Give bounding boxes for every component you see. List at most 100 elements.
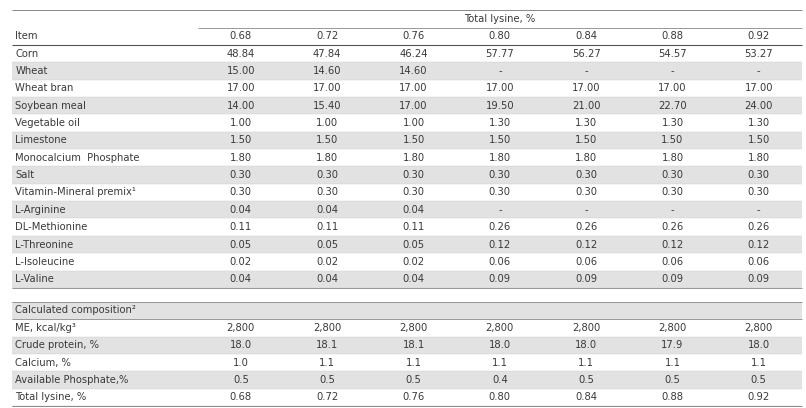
Text: Item: Item	[15, 31, 38, 41]
Text: 0.30: 0.30	[748, 187, 770, 197]
Text: 1.50: 1.50	[575, 135, 597, 145]
Text: 19.50: 19.50	[485, 101, 514, 111]
Text: L-Isoleucine: L-Isoleucine	[15, 257, 75, 267]
Text: 0.92: 0.92	[748, 392, 770, 402]
Text: 17.00: 17.00	[659, 83, 687, 93]
Text: -: -	[498, 205, 501, 215]
Bar	[12, 302, 802, 319]
Text: 24.00: 24.00	[745, 101, 773, 111]
Bar	[12, 319, 802, 337]
Text: 0.04: 0.04	[316, 205, 339, 215]
Text: Available Phosphate,%: Available Phosphate,%	[15, 375, 129, 385]
Text: 0.30: 0.30	[489, 187, 511, 197]
Text: 0.30: 0.30	[575, 170, 597, 180]
Text: 0.06: 0.06	[488, 257, 511, 267]
Text: 0.09: 0.09	[748, 274, 770, 284]
Text: 0.30: 0.30	[402, 187, 425, 197]
Text: Vitamin-Mineral premix¹: Vitamin-Mineral premix¹	[15, 187, 136, 197]
Text: -: -	[584, 205, 588, 215]
Text: 18.0: 18.0	[230, 340, 252, 350]
Text: 1.50: 1.50	[316, 135, 339, 145]
Text: 15.00: 15.00	[226, 66, 256, 76]
Text: 1.50: 1.50	[662, 135, 683, 145]
Text: 0.26: 0.26	[575, 222, 597, 232]
Text: 1.80: 1.80	[575, 153, 597, 163]
Text: L-Valine: L-Valine	[15, 274, 54, 284]
Text: Total lysine, %: Total lysine, %	[15, 392, 86, 402]
Text: 0.06: 0.06	[575, 257, 597, 267]
Text: 2,800: 2,800	[572, 323, 600, 333]
Text: -: -	[757, 66, 761, 76]
Text: 1.80: 1.80	[488, 153, 511, 163]
Text: 1.30: 1.30	[488, 118, 511, 128]
Text: 1.00: 1.00	[402, 118, 425, 128]
Text: 47.84: 47.84	[313, 49, 342, 59]
Text: 2,800: 2,800	[313, 323, 341, 333]
Bar	[12, 236, 802, 253]
Text: 0.05: 0.05	[316, 239, 339, 250]
Text: -: -	[584, 66, 588, 76]
Text: 1.50: 1.50	[748, 135, 770, 145]
Bar	[12, 271, 802, 288]
Text: 0.72: 0.72	[316, 31, 339, 41]
Text: 18.1: 18.1	[402, 340, 425, 350]
Text: Wheat bran: Wheat bran	[15, 83, 73, 93]
Bar	[12, 62, 802, 80]
Text: 17.00: 17.00	[313, 83, 342, 93]
Text: 1.1: 1.1	[405, 357, 422, 368]
Text: 0.30: 0.30	[489, 170, 511, 180]
Text: Calcium, %: Calcium, %	[15, 357, 71, 368]
Text: 0.88: 0.88	[662, 392, 683, 402]
Text: 2,800: 2,800	[486, 323, 514, 333]
Text: Wheat: Wheat	[15, 66, 48, 76]
Bar	[12, 184, 802, 201]
Text: 0.30: 0.30	[662, 170, 683, 180]
Text: 46.24: 46.24	[399, 49, 428, 59]
Text: 1.80: 1.80	[230, 153, 252, 163]
Text: 1.30: 1.30	[748, 118, 770, 128]
Text: 0.80: 0.80	[489, 392, 511, 402]
Text: 2,800: 2,800	[400, 323, 428, 333]
Text: DL-Methionine: DL-Methionine	[15, 222, 88, 232]
Text: -: -	[757, 205, 761, 215]
Text: L-Threonine: L-Threonine	[15, 239, 73, 250]
Text: 0.84: 0.84	[575, 31, 597, 41]
Text: 0.04: 0.04	[402, 205, 425, 215]
Text: 53.27: 53.27	[745, 49, 773, 59]
Text: -: -	[498, 66, 501, 76]
Text: 17.00: 17.00	[745, 83, 773, 93]
Text: 0.06: 0.06	[662, 257, 683, 267]
Text: 1.00: 1.00	[230, 118, 252, 128]
Text: Total lysine, %: Total lysine, %	[464, 14, 535, 24]
Text: 0.09: 0.09	[488, 274, 511, 284]
Text: 1.50: 1.50	[230, 135, 252, 145]
Bar	[12, 166, 802, 184]
Text: 0.88: 0.88	[662, 31, 683, 41]
Text: 0.04: 0.04	[230, 205, 251, 215]
Bar	[12, 149, 802, 166]
Text: 54.57: 54.57	[659, 49, 687, 59]
Text: Limestone: Limestone	[15, 135, 67, 145]
Text: 0.30: 0.30	[662, 187, 683, 197]
Text: 17.00: 17.00	[399, 101, 428, 111]
Text: 0.04: 0.04	[402, 274, 425, 284]
Text: 0.30: 0.30	[402, 170, 425, 180]
Text: 0.30: 0.30	[748, 170, 770, 180]
Text: 1.50: 1.50	[402, 135, 425, 145]
Text: 1.1: 1.1	[492, 357, 508, 368]
Text: 1.80: 1.80	[662, 153, 683, 163]
Text: 0.02: 0.02	[316, 257, 339, 267]
Text: 2,800: 2,800	[659, 323, 687, 333]
Text: 1.80: 1.80	[316, 153, 339, 163]
Text: 18.0: 18.0	[748, 340, 770, 350]
Text: Salt: Salt	[15, 170, 35, 180]
Text: 1.0: 1.0	[233, 357, 249, 368]
Text: 0.12: 0.12	[488, 239, 511, 250]
Text: 0.76: 0.76	[402, 31, 425, 41]
Bar	[12, 114, 802, 132]
Text: 14.60: 14.60	[313, 66, 342, 76]
Text: 0.26: 0.26	[748, 222, 770, 232]
Text: 0.30: 0.30	[230, 187, 251, 197]
Text: Corn: Corn	[15, 49, 39, 59]
Text: 0.68: 0.68	[230, 31, 252, 41]
